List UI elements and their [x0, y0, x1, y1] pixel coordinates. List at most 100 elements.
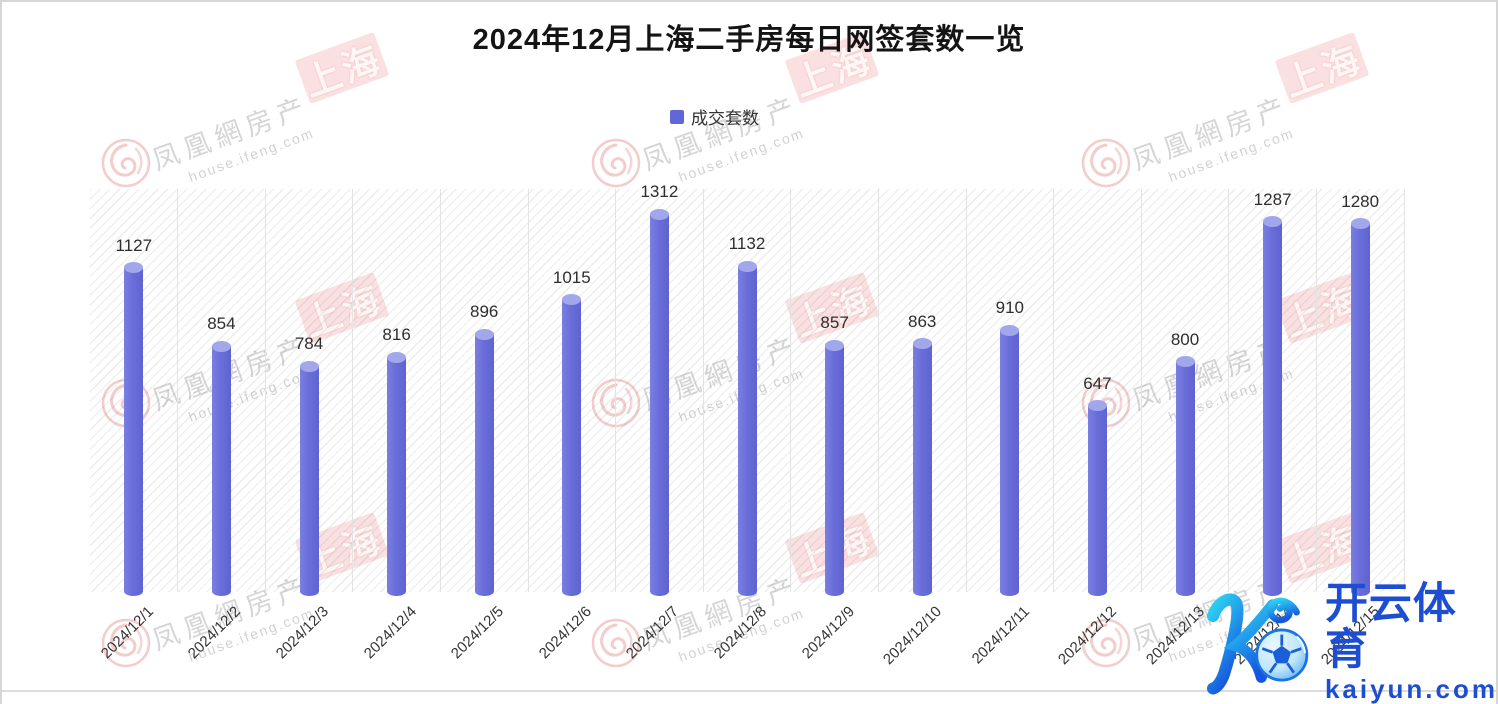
bar: [737, 266, 757, 596]
gridline: [527, 189, 529, 592]
bar-value-label: 1127: [115, 235, 153, 255]
bar: [1000, 330, 1020, 596]
gridline: [790, 189, 792, 592]
bar: [124, 267, 144, 596]
kaiyun-domain-text: kaiyun.com: [1324, 674, 1498, 704]
bar-top-cap: [387, 351, 407, 363]
x-axis-tick-label: 2024/12/3: [272, 603, 333, 663]
watermark-url-text: house.ifeng.com: [186, 124, 317, 185]
watermark-cn-text: 凤凰網房产: [148, 91, 314, 176]
kaiyun-k-soccer-icon: [1206, 593, 1309, 695]
legend[interactable]: 成交套数: [670, 104, 759, 129]
phoenix-logo-icon: [1080, 137, 1132, 189]
x-axis-tick-label: 2024/12/7: [623, 603, 683, 663]
phoenix-logo-icon: [590, 137, 642, 189]
bar-value-label: 1312: [640, 182, 679, 202]
phoenix-logo-icon: [100, 137, 152, 189]
gridline: [1403, 189, 1405, 592]
gridline: [352, 189, 354, 592]
gridline: [1140, 189, 1142, 592]
gridline: [1053, 189, 1055, 592]
x-axis-tick-label: 2024/12/12: [1055, 603, 1121, 669]
bar-top-cap: [124, 262, 144, 274]
bar-value-label: 800: [1170, 329, 1200, 349]
bar-top-cap: [1000, 324, 1020, 336]
watermark-url-text: house.ifeng.com: [1166, 124, 1297, 185]
gridline: [1315, 189, 1317, 592]
bar-top-cap: [299, 360, 319, 372]
gridline: [177, 189, 179, 592]
gridline: [264, 189, 266, 592]
bar-top-cap: [1087, 400, 1107, 412]
gridline: [877, 189, 879, 592]
gridline: [615, 189, 617, 592]
x-axis-tick-label: 2024/12/11: [968, 603, 1033, 668]
gridline: [1228, 189, 1230, 592]
gridline: [702, 189, 704, 592]
bar: [299, 366, 319, 596]
chart-title: 2024年12月上海二手房每日网签套数一览: [472, 24, 1026, 56]
x-axis-tick-label: 2024/12/8: [710, 603, 771, 663]
bar: [1350, 223, 1370, 596]
plot-area: 1127 854 784 816 896 1015 1312 1132 857 863 910 647…: [90, 182, 1405, 596]
bar: [474, 334, 494, 596]
bar: [912, 343, 932, 596]
bar-top-cap: [211, 340, 231, 352]
bar-value-label: 857: [820, 313, 849, 333]
bar-top-cap: [737, 260, 757, 272]
bar-top-cap: [1263, 216, 1283, 228]
bar: [387, 357, 407, 596]
bar-top-cap: [1175, 356, 1195, 368]
bar-top-cap: [649, 208, 669, 220]
kaiyun-logo: 开云体育 kaiyun.com: [1200, 581, 1496, 703]
bar: [562, 299, 582, 596]
gridline: [965, 189, 967, 592]
x-axis-tick-label: 2024/12/9: [798, 603, 858, 663]
bar: [649, 214, 669, 596]
watermark-cn-text: 凤凰網房产: [638, 91, 804, 176]
bar-value-label: 784: [294, 334, 324, 354]
bar: [211, 346, 231, 596]
gridline: [439, 189, 441, 592]
x-axis-tick-label: 2024/12/5: [447, 603, 508, 663]
bar-top-cap: [474, 328, 494, 340]
bar-value-label: 896: [470, 302, 499, 322]
bar-top-cap: [912, 338, 932, 350]
bar: [825, 345, 845, 596]
bar-value-label: 863: [908, 311, 937, 331]
bar-value-label: 1287: [1253, 189, 1292, 209]
bar-top-cap: [562, 294, 582, 306]
bar-value-label: 1132: [728, 234, 766, 254]
bar-value-label: 854: [207, 314, 236, 334]
bar-value-label: 910: [995, 298, 1024, 318]
bar: [1175, 361, 1195, 596]
bar-top-cap: [825, 339, 845, 351]
x-axis-tick-label: 2024/12/2: [185, 603, 245, 663]
x-axis-tick-label: 2024/12/13: [1142, 603, 1209, 669]
x-axis-tick-label: 2024/12/6: [535, 603, 595, 663]
bar-value-label: 816: [382, 325, 411, 345]
bar-value-label: 647: [1083, 373, 1112, 393]
bar: [1087, 405, 1107, 596]
legend-swatch-icon: [670, 109, 684, 124]
x-axis-tick-label: 2024/12/10: [880, 603, 946, 669]
watermark-cn-text: 凤凰網房产: [1128, 91, 1294, 176]
x-axis-tick-label: 2024/12/1: [97, 603, 157, 663]
bar-top-cap: [1350, 218, 1370, 230]
bar: [1263, 221, 1283, 596]
bar-value-label: 1280: [1341, 191, 1380, 211]
legend-label: 成交套数: [691, 109, 759, 128]
bar-value-label: 1015: [552, 267, 591, 287]
kaiyun-brand-text: 开云体育: [1324, 580, 1457, 674]
bottom-divider: [2, 690, 1496, 692]
x-axis-tick-label: 2024/12/4: [360, 603, 420, 663]
